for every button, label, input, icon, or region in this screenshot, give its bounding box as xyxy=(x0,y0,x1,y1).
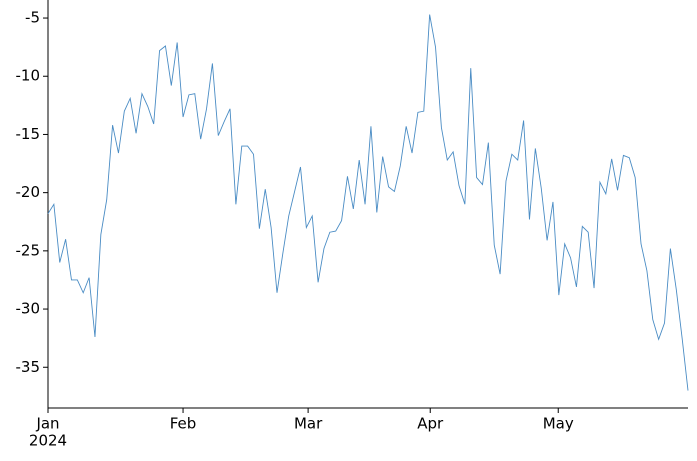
y-tick-label: -20 xyxy=(16,183,41,201)
y-tick-label: -25 xyxy=(16,241,41,259)
y-tick-label: -15 xyxy=(16,125,41,143)
y-tick-label: -35 xyxy=(16,358,41,376)
x-tick-label: May xyxy=(543,415,574,433)
x-tick-label: Apr xyxy=(417,415,444,433)
y-tick-label: -10 xyxy=(16,67,41,85)
x-tick-label: Feb xyxy=(170,415,197,433)
x-tick-label: Jan xyxy=(35,415,59,433)
y-tick-label: -5 xyxy=(25,9,40,27)
x-tick-label: Mar xyxy=(294,415,323,433)
x-year-label: 2024 xyxy=(29,432,67,450)
y-tick-label: -30 xyxy=(16,300,41,318)
series-line xyxy=(47,14,689,391)
